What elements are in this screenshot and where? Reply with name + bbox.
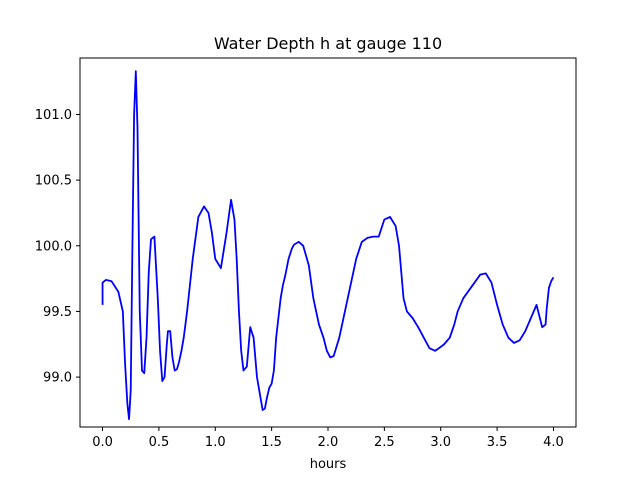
x-tick-label: 1.0 (205, 435, 226, 450)
axis-ticks: 0.0 0.5 1.0 1.5 2.0 2.5 3.0 3.5 4.0 99.0 99.5 100.0… (35, 108, 564, 450)
y-tick-label: 100.0 (35, 239, 72, 254)
x-tick-label: 0.5 (149, 435, 170, 450)
y-tick-label: 99.0 (43, 371, 72, 386)
x-tick-label: 3.0 (430, 435, 451, 450)
chart-title: Water Depth h at gauge 110 (214, 34, 442, 53)
x-axis-label: hours (310, 457, 347, 472)
y-tick-label: 100.5 (35, 174, 72, 189)
series-line-0 (101, 70, 555, 421)
plot-area (101, 70, 555, 421)
x-tick-label: 4.0 (543, 435, 564, 450)
y-tick-label: 101.0 (35, 108, 72, 123)
axes-frame (79, 57, 577, 428)
x-tick-label: 2.0 (318, 435, 339, 450)
x-tick-label: 2.5 (374, 435, 395, 450)
y-tick-label: 99.5 (43, 305, 72, 320)
x-tick-label: 3.5 (487, 435, 508, 450)
x-tick-label: 0.0 (92, 435, 113, 450)
x-tick-label: 1.5 (261, 435, 282, 450)
